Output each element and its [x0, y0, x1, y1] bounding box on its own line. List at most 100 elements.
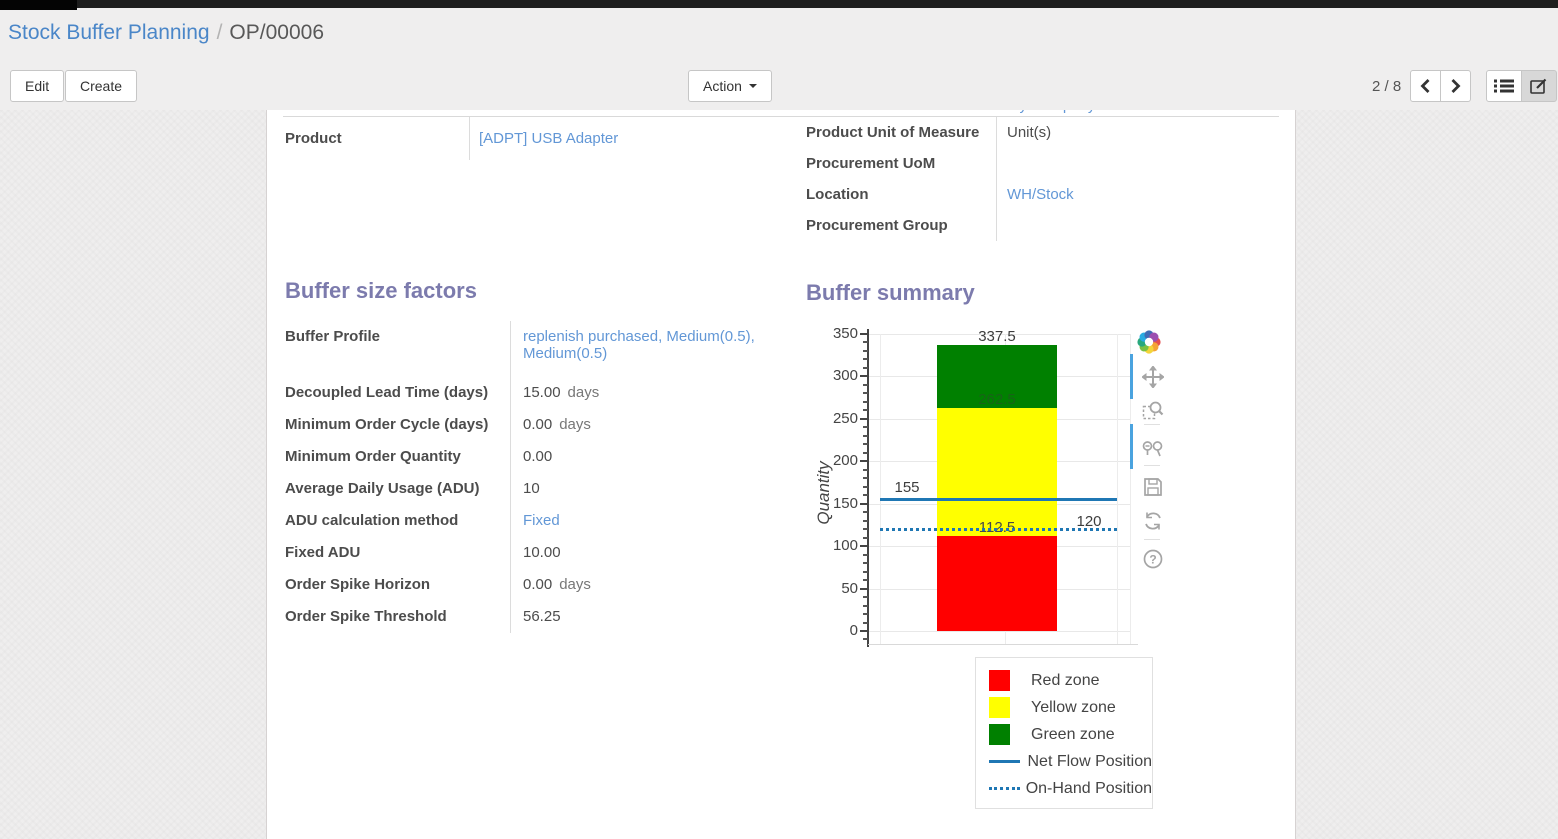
action-dropdown-button[interactable]: Action	[688, 70, 772, 102]
bar-segment-yellow-zone	[937, 408, 1057, 536]
zoom-in-out-icon[interactable]	[1142, 438, 1164, 460]
y-axis-minor-tick	[863, 553, 868, 556]
field-label: Product	[285, 117, 470, 160]
field-label: Fixed ADU	[285, 537, 511, 569]
y-axis-minor-tick	[863, 366, 868, 369]
chart-legend: Red zone Yellow zone Green zone Net Flow Po…	[975, 657, 1153, 809]
y-axis-minor-tick	[863, 528, 868, 531]
gridline-vertical	[1117, 334, 1118, 644]
gridline-vertical	[880, 334, 881, 644]
list-view-icon[interactable]	[1486, 70, 1522, 102]
field-value-link[interactable]: replenish purchased, Medium(0.5), Medium…	[523, 328, 755, 362]
legend-item-net-flow-position[interactable]: Net Flow Position	[989, 748, 1152, 775]
field-value-link[interactable]: Fixed	[523, 512, 560, 529]
y-axis-minor-tick	[863, 579, 868, 582]
gridline-horizontal	[869, 631, 1130, 632]
y-axis-tick-label: 350	[832, 325, 858, 342]
save-icon[interactable]	[1142, 476, 1164, 498]
y-axis-minor-tick	[863, 409, 868, 412]
create-button[interactable]: Create	[65, 70, 138, 102]
field-value-text: 10.00	[523, 544, 561, 561]
modebar-active-indicator	[1130, 424, 1133, 469]
field-label: ADU calculation method	[285, 505, 511, 537]
zone-boundary-label: 337.5	[978, 327, 1016, 345]
bar-segment-green-zone	[937, 344, 1057, 409]
legend-color-square	[989, 670, 1010, 691]
y-axis-minor-tick	[863, 434, 868, 437]
legend-swatch	[989, 787, 1026, 790]
breadcrumb-parent-link[interactable]: Stock Buffer Planning	[8, 21, 210, 44]
y-axis-major-tick	[860, 587, 868, 590]
box-zoom-icon[interactable]	[1142, 399, 1164, 421]
pager-next-button[interactable]	[1440, 70, 1471, 102]
field-row: Minimum Order Cycle (days) 0.00 days	[285, 409, 785, 441]
legend-item-on-hand-position[interactable]: On-Hand Position	[989, 775, 1152, 802]
plotly-logo[interactable]	[1136, 329, 1162, 355]
field-value-link[interactable]: WH/Stock	[1007, 186, 1074, 203]
y-axis-minor-tick	[863, 562, 868, 565]
y-axis-minor-tick	[863, 536, 868, 539]
modebar-divider	[1144, 539, 1160, 540]
legend-swatch	[989, 670, 1031, 691]
y-axis-minor-tick	[863, 511, 868, 514]
y-axis-tick-label: 50	[841, 579, 858, 597]
field-value-suffix: days	[559, 576, 591, 593]
net-flow-position-line	[880, 498, 1117, 502]
breadcrumb-current: OP/00006	[229, 21, 324, 44]
y-axis-tick-label: 0	[849, 622, 858, 639]
y-axis-minor-tick	[863, 519, 868, 522]
legend-label: Red zone	[1031, 671, 1100, 689]
field-row: Product Unit of Measure Unit(s)	[806, 117, 1286, 148]
position-line-label: 120	[1076, 513, 1102, 531]
y-axis-minor-tick	[863, 451, 868, 454]
field-value: 0.00 days	[511, 409, 763, 441]
field-label: Location	[806, 179, 997, 210]
reset-axes-icon[interactable]	[1142, 510, 1164, 532]
field-row: Order Spike Threshold 56.25	[285, 601, 785, 633]
action-label: Action	[703, 78, 742, 94]
legend-item-red-zone[interactable]: Red zone	[989, 667, 1152, 694]
field-row: Order Spike Horizon 0.00 days	[285, 569, 785, 601]
field-row: Average Daily Usage (ADU) 10	[285, 473, 785, 505]
pager-previous-button[interactable]	[1410, 70, 1441, 102]
field-label: Buffer Profile	[285, 321, 511, 377]
help-icon[interactable]: ?	[1142, 548, 1164, 570]
gridline-vertical	[1130, 334, 1131, 644]
edit-button[interactable]: Edit	[10, 70, 65, 102]
zone-boundary-label: 112.5	[978, 518, 1016, 536]
section-title-buffer-size-factors: Buffer size factors	[285, 278, 477, 303]
svg-text:?: ?	[1149, 553, 1156, 567]
y-axis-minor-tick	[863, 426, 868, 429]
field-value: 10.00	[511, 537, 763, 569]
field-label: Product Unit of Measure	[806, 117, 997, 148]
zone-boundary-label: 262.5	[978, 391, 1016, 409]
field-value: 0.00	[511, 441, 763, 473]
section-title-buffer-summary: Buffer summary	[806, 280, 975, 305]
field-value-link[interactable]: [ADPT] USB Adapter	[479, 130, 619, 147]
pan-icon[interactable]	[1141, 365, 1165, 389]
pager-counter: 2 / 8	[1372, 78, 1402, 95]
control-bar: Edit Create Action 2 / 8	[0, 62, 1558, 110]
field-row: Location WH/Stock	[806, 179, 1286, 210]
y-axis-major-tick	[860, 375, 868, 378]
field-label: Average Daily Usage (ADU)	[285, 473, 511, 505]
field-value-suffix: days	[567, 384, 600, 401]
form-view-icon[interactable]	[1521, 70, 1557, 102]
field-group-left: Product [ADPT] USB Adapter	[285, 117, 790, 160]
y-axis-tick-label: 200	[832, 452, 858, 470]
field-value-text: 0.00	[523, 448, 553, 465]
field-value: 10	[511, 473, 763, 505]
position-line-label: 155	[894, 479, 920, 497]
y-axis-major-tick	[860, 545, 868, 548]
legend-label: Net Flow Position	[1027, 752, 1153, 770]
legend-item-green-zone[interactable]: Green zone	[989, 721, 1152, 748]
bar-segment-red-zone	[937, 535, 1057, 631]
legend-swatch	[989, 760, 1028, 763]
clipped-row-fragment: My Company	[1007, 110, 1095, 116]
legend-item-yellow-zone[interactable]: Yellow zone	[989, 694, 1152, 721]
field-row: Buffer Profile replenish purchased, Mediu…	[285, 321, 785, 377]
field-value	[997, 148, 1007, 179]
field-group-right: Product Unit of Measure Unit(s) Procuremen…	[806, 117, 1286, 241]
field-value: Unit(s)	[997, 117, 1051, 148]
view-switcher	[1486, 70, 1557, 102]
